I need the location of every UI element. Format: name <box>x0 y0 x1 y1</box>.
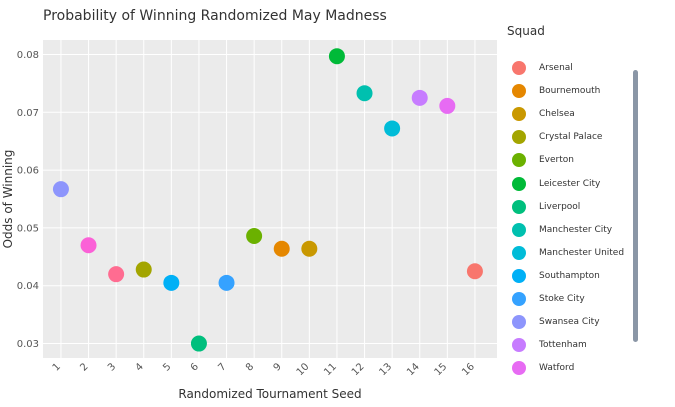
legend-label: Liverpool <box>539 201 581 212</box>
chart-title: Probability of Winning Randomized May Ma… <box>43 8 387 24</box>
legend-marker <box>512 245 526 260</box>
legend-marker <box>512 153 526 168</box>
legend-label: Crystal Palace <box>539 132 603 143</box>
x-tick-label: 1 <box>51 361 63 373</box>
legend-marker <box>512 176 526 191</box>
x-tick-label: 3 <box>106 361 118 373</box>
y-tick-label: 0.08 <box>17 50 39 61</box>
x-tick-label: 2 <box>78 361 90 373</box>
data-point[interactable] <box>411 89 428 106</box>
x-tick-label: 10 <box>295 361 312 378</box>
legend-marker <box>512 338 526 353</box>
legend-scrollbar[interactable] <box>633 70 638 342</box>
data-point[interactable] <box>301 240 318 257</box>
data-point[interactable] <box>356 85 373 102</box>
data-point[interactable] <box>135 261 152 278</box>
data-point[interactable] <box>273 240 290 257</box>
legend-label: Watford <box>539 363 575 374</box>
x-tick-label: 8 <box>244 361 256 373</box>
data-point[interactable] <box>190 335 207 352</box>
legend-item[interactable]: Watford <box>512 360 574 376</box>
legend-label: Manchester City <box>539 224 613 235</box>
data-point[interactable] <box>80 237 97 254</box>
x-tick-label: 14 <box>405 361 422 378</box>
legend-marker <box>512 268 526 283</box>
legend-item[interactable]: Tottenham <box>512 337 587 353</box>
legend: Arsenal Bournemouth Chelsea Crystal Palace E… <box>512 60 630 385</box>
data-point[interactable] <box>246 228 263 245</box>
legend-label: Everton <box>539 155 574 166</box>
y-tick-label: 0.07 <box>17 108 39 119</box>
legend-label: Chelsea <box>539 109 575 120</box>
data-point[interactable] <box>108 266 125 283</box>
x-tick-label: 15 <box>433 361 450 378</box>
legend-label: Bournemouth <box>539 86 601 97</box>
x-tick-label: 12 <box>350 361 367 378</box>
legend-marker <box>512 222 526 237</box>
legend-item[interactable]: Liverpool <box>512 199 580 215</box>
gridlines <box>43 40 497 358</box>
legend-item[interactable]: Chelsea <box>512 106 575 122</box>
legend-marker <box>512 130 526 145</box>
data-point[interactable] <box>163 274 180 291</box>
legend-item[interactable]: Crystal Palace <box>512 129 602 145</box>
x-tick-label: 5 <box>161 361 173 373</box>
legend-item[interactable]: Arsenal <box>512 60 573 76</box>
legend-item[interactable]: Everton <box>512 152 574 168</box>
data-point[interactable] <box>328 48 345 65</box>
legend-label: Leicester City <box>539 178 601 189</box>
legend-label: Swansea City <box>539 317 600 328</box>
plot-panel <box>43 40 497 358</box>
data-point[interactable] <box>466 263 483 280</box>
legend-marker <box>512 361 526 376</box>
legend-item[interactable]: Manchester City <box>512 222 612 238</box>
legend-label: Tottenham <box>539 340 587 351</box>
x-tick-label: 9 <box>272 361 284 373</box>
data-point[interactable] <box>439 97 456 114</box>
legend-item[interactable]: Swansea City <box>512 314 600 330</box>
x-tick-label: 7 <box>216 361 228 373</box>
legend-marker <box>512 315 526 330</box>
legend-label: Manchester United <box>539 247 625 258</box>
y-tick-label: 0.03 <box>17 339 39 350</box>
legend-item[interactable]: Southampton <box>512 268 600 284</box>
data-point[interactable] <box>218 274 235 291</box>
y-tick-label: 0.05 <box>17 223 39 234</box>
legend-marker <box>512 292 526 306</box>
x-tick-labels: 1 2 3 4 5 6 7 8 9 10 11 12 13 14 15 16 <box>51 361 477 378</box>
legend-marker <box>512 61 526 75</box>
y-tick-labels: 0.03 0.04 0.05 0.06 0.07 0.08 <box>17 50 39 350</box>
x-tick-label: 11 <box>322 361 339 378</box>
x-axis-title: Randomized Tournament Seed <box>178 387 361 401</box>
legend-title: Squad <box>507 24 545 38</box>
legend-marker <box>512 107 526 122</box>
legend-label: Stoke City <box>539 294 585 304</box>
legend-item[interactable]: Stoke City <box>512 291 585 307</box>
legend-item[interactable]: Manchester United <box>512 245 624 261</box>
legend-label: Southampton <box>539 270 600 281</box>
data-point[interactable] <box>384 120 401 137</box>
legend-item[interactable]: Bournemouth <box>512 83 600 99</box>
x-tick-label: 6 <box>189 361 201 373</box>
x-tick-label: 4 <box>134 361 146 373</box>
y-axis-title: Odds of Winning <box>1 150 15 249</box>
data-points <box>52 48 483 352</box>
x-tick-label: 13 <box>377 361 394 378</box>
y-tick-label: 0.06 <box>17 166 39 177</box>
legend-marker <box>512 84 526 99</box>
y-tick-label: 0.04 <box>17 281 39 292</box>
legend-marker <box>512 199 526 214</box>
x-tick-label: 16 <box>460 361 477 378</box>
legend-item[interactable]: Leicester City <box>512 176 600 192</box>
data-point[interactable] <box>52 181 69 198</box>
legend-label: Arsenal <box>539 63 573 73</box>
